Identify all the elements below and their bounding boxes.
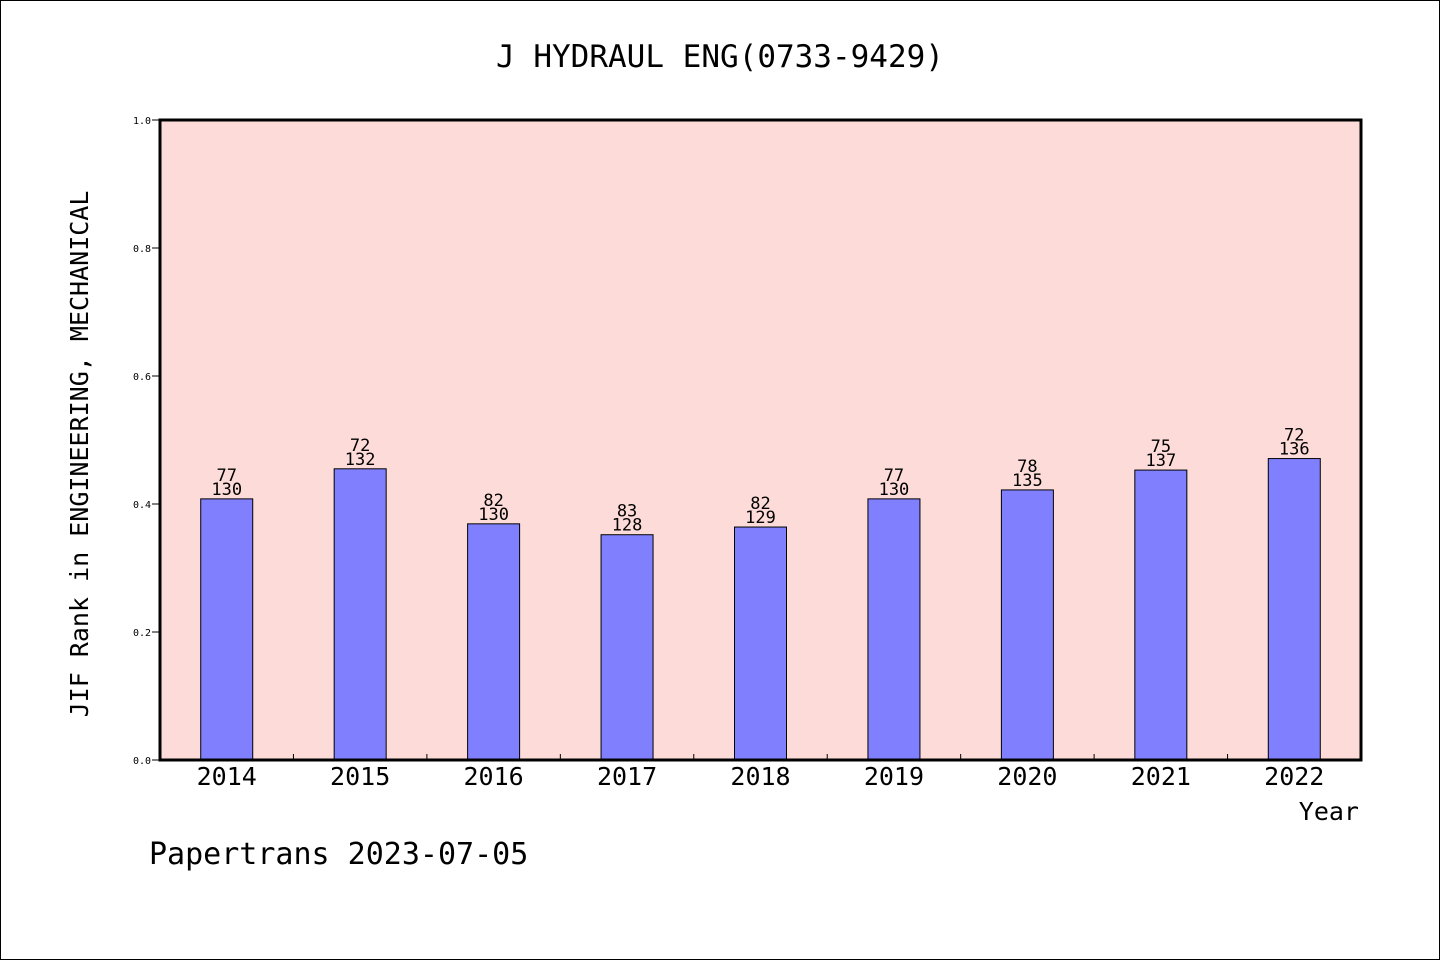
bar-label-rank: 82 — [483, 491, 503, 511]
bar-label-total: 128 — [612, 516, 643, 536]
bar-label-rank: 78 — [1017, 457, 1037, 477]
y-tick-label: 0.2 — [133, 628, 151, 639]
bar-label-total: 130 — [478, 505, 509, 525]
bar-label-total: 132 — [345, 450, 376, 470]
bar — [467, 523, 521, 761]
x-tick-label: 2021 — [1131, 762, 1191, 791]
y-tick-label: 0.6 — [133, 372, 151, 383]
y-tick-label: 0.8 — [133, 244, 151, 255]
bar-label-rank: 77 — [884, 466, 904, 486]
x-tick-label: 2014 — [197, 762, 257, 791]
footer-text: Papertrans 2023-07-05 — [149, 837, 528, 872]
bar — [734, 526, 787, 761]
bar — [600, 534, 654, 761]
bar-label-total: 137 — [1145, 451, 1176, 471]
bar — [333, 468, 387, 761]
bar-label-rank: 75 — [1151, 437, 1171, 457]
bar-label-total: 135 — [1012, 471, 1043, 491]
x-tick-label: 2016 — [464, 762, 524, 791]
bar-label-total: 130 — [211, 480, 242, 500]
bar-label-rank: 82 — [750, 494, 770, 514]
x-tick-label: 2017 — [597, 762, 657, 791]
bar-label-total: 130 — [879, 480, 910, 500]
bar — [867, 498, 921, 761]
x-tick-label: 2020 — [997, 762, 1057, 791]
y-tick-label: 0.0 — [133, 756, 151, 767]
bar-label-rank: 72 — [350, 436, 370, 456]
plot-frame — [158, 118, 1363, 762]
bar-label-rank: 72 — [1284, 426, 1304, 446]
bar — [200, 498, 254, 761]
bar — [1000, 489, 1054, 761]
x-tick-label: 2019 — [864, 762, 924, 791]
x-tick-label: 2015 — [330, 762, 390, 791]
bar-label-total: 129 — [745, 508, 776, 528]
x-tick-label: 2018 — [730, 762, 790, 791]
y-tick-label: 1.0 — [133, 116, 151, 127]
bar-label-rank: 77 — [216, 466, 236, 486]
y-axis-label: JIF Rank in ENGINEERING, MECHANICAL — [65, 191, 94, 718]
bar-label-rank: 83 — [617, 502, 637, 522]
bar — [1134, 469, 1188, 761]
chart-title: J HYDRAUL ENG(0733-9429) — [496, 39, 944, 75]
x-axis-label: Year — [1299, 797, 1359, 826]
bar — [1267, 458, 1321, 761]
y-tick-label: 0.4 — [133, 500, 151, 511]
bar-label-total: 136 — [1279, 440, 1310, 460]
x-tick-label: 2022 — [1264, 762, 1324, 791]
